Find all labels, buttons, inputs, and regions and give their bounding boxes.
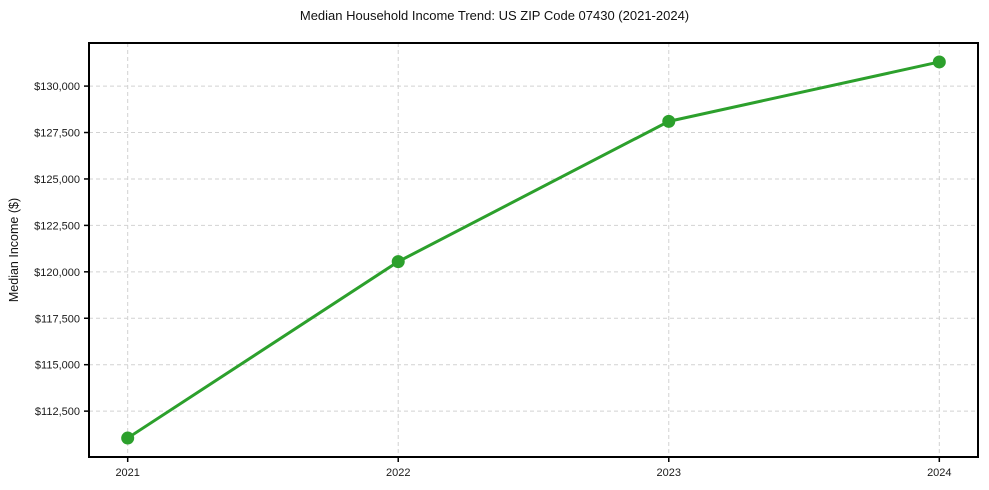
x-tick-label: 2024 [927,467,951,479]
y-tick-label: $122,500 [34,220,80,232]
y-tick-label: $120,000 [34,267,80,279]
y-tick-label: $117,500 [35,313,80,325]
data-point-marker [932,55,946,69]
data-point-marker [121,431,135,445]
y-tick-label: $125,000 [34,174,80,186]
chart-title: Median Household Income Trend: US ZIP Co… [299,8,690,23]
y-tick-label: $130,000 [34,81,80,93]
y-tick-label: $115,000 [35,360,80,372]
trend-line [126,60,941,440]
data-point-marker [662,114,676,128]
plot-frame [88,42,979,458]
x-tick-label: 2023 [657,467,681,479]
x-tick-label: 2022 [386,467,410,479]
y-tick-label: $112,500 [35,406,80,418]
y-tick-label: $127,500 [34,128,80,140]
data-point-marker [391,255,405,269]
x-tick-label: 2021 [115,467,139,479]
